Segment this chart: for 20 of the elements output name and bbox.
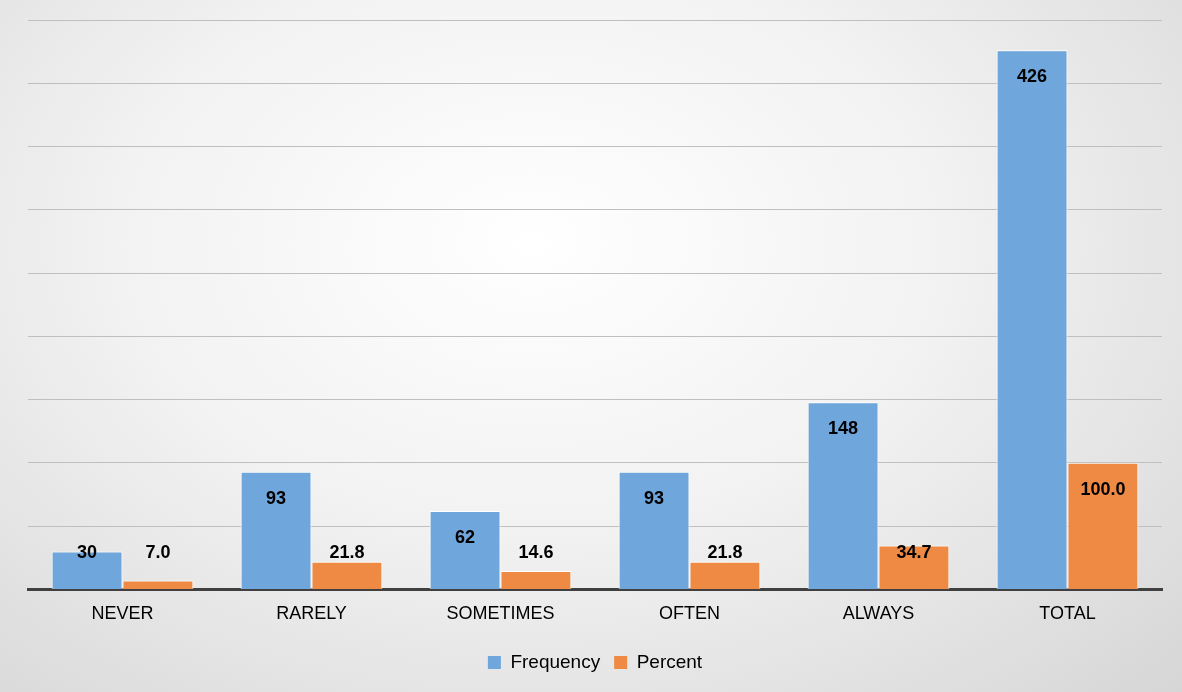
data-label: 21.8 [329,542,365,563]
data-label: 34.7 [896,542,932,563]
x-tick-label: TOTAL [1039,603,1096,624]
legend-label: Frequency [510,650,601,672]
data-label: 426 [1017,66,1048,87]
legend-label: Percent [636,650,703,672]
x-tick-label: OFTEN [659,603,720,624]
data-label: 93 [266,487,287,508]
data-label: 100.0 [1080,478,1126,499]
data-label: 93 [644,487,665,508]
x-tick-label: ALWAYS [842,603,915,624]
x-tick-label: SOMETIMES [446,603,555,624]
data-label: 7.0 [145,542,171,563]
data-label: 21.8 [707,542,743,563]
data-label: 62 [455,526,476,547]
data-label: 148 [828,418,859,439]
x-tick-label: RARELY [276,603,347,624]
data-label: 14.6 [518,542,554,563]
data-label: 30 [77,542,98,563]
x-tick-label: NEVER [91,603,154,624]
